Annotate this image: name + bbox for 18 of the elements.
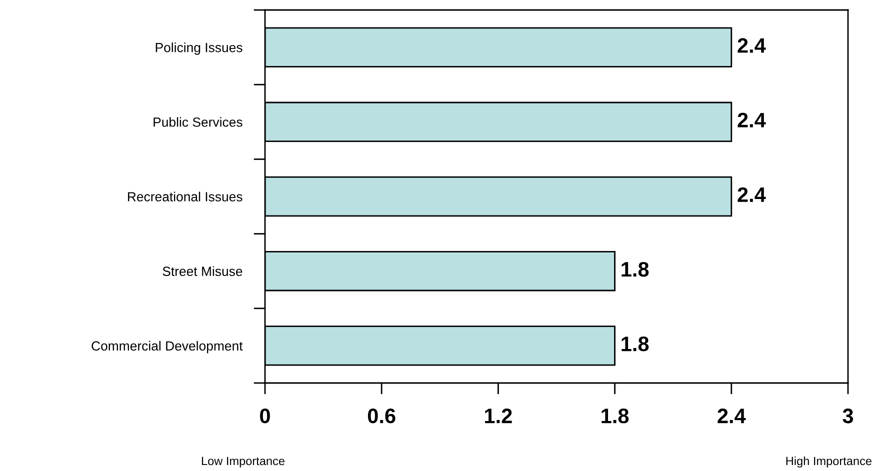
x-tick-label: 1.2 [485,408,512,424]
data-label: 1.8 [622,262,649,277]
x-tick-label: 0.6 [368,408,396,424]
y-tick-label: Policing Issues [156,42,242,55]
x-tick-label: 0 [260,408,270,424]
data-label: 2.4 [738,38,766,53]
text: High Importance [786,456,872,468]
data-label: 2.4 [738,187,766,202]
data-label: 1.8 [622,336,649,352]
text: Low Importance [202,456,284,468]
x-tick-label: 3 [842,408,854,424]
y-tick-label: Public Services [154,117,242,127]
x-tick-label: 1.8 [602,408,629,424]
y-tick-label: Commercial Development [92,340,243,354]
y-tick-label: Recreational Issues [128,192,242,202]
x-tick-label: 2.4 [718,408,746,424]
y-tick-label: Street Misuse [162,266,242,276]
data-label: 2.4 [738,112,766,128]
